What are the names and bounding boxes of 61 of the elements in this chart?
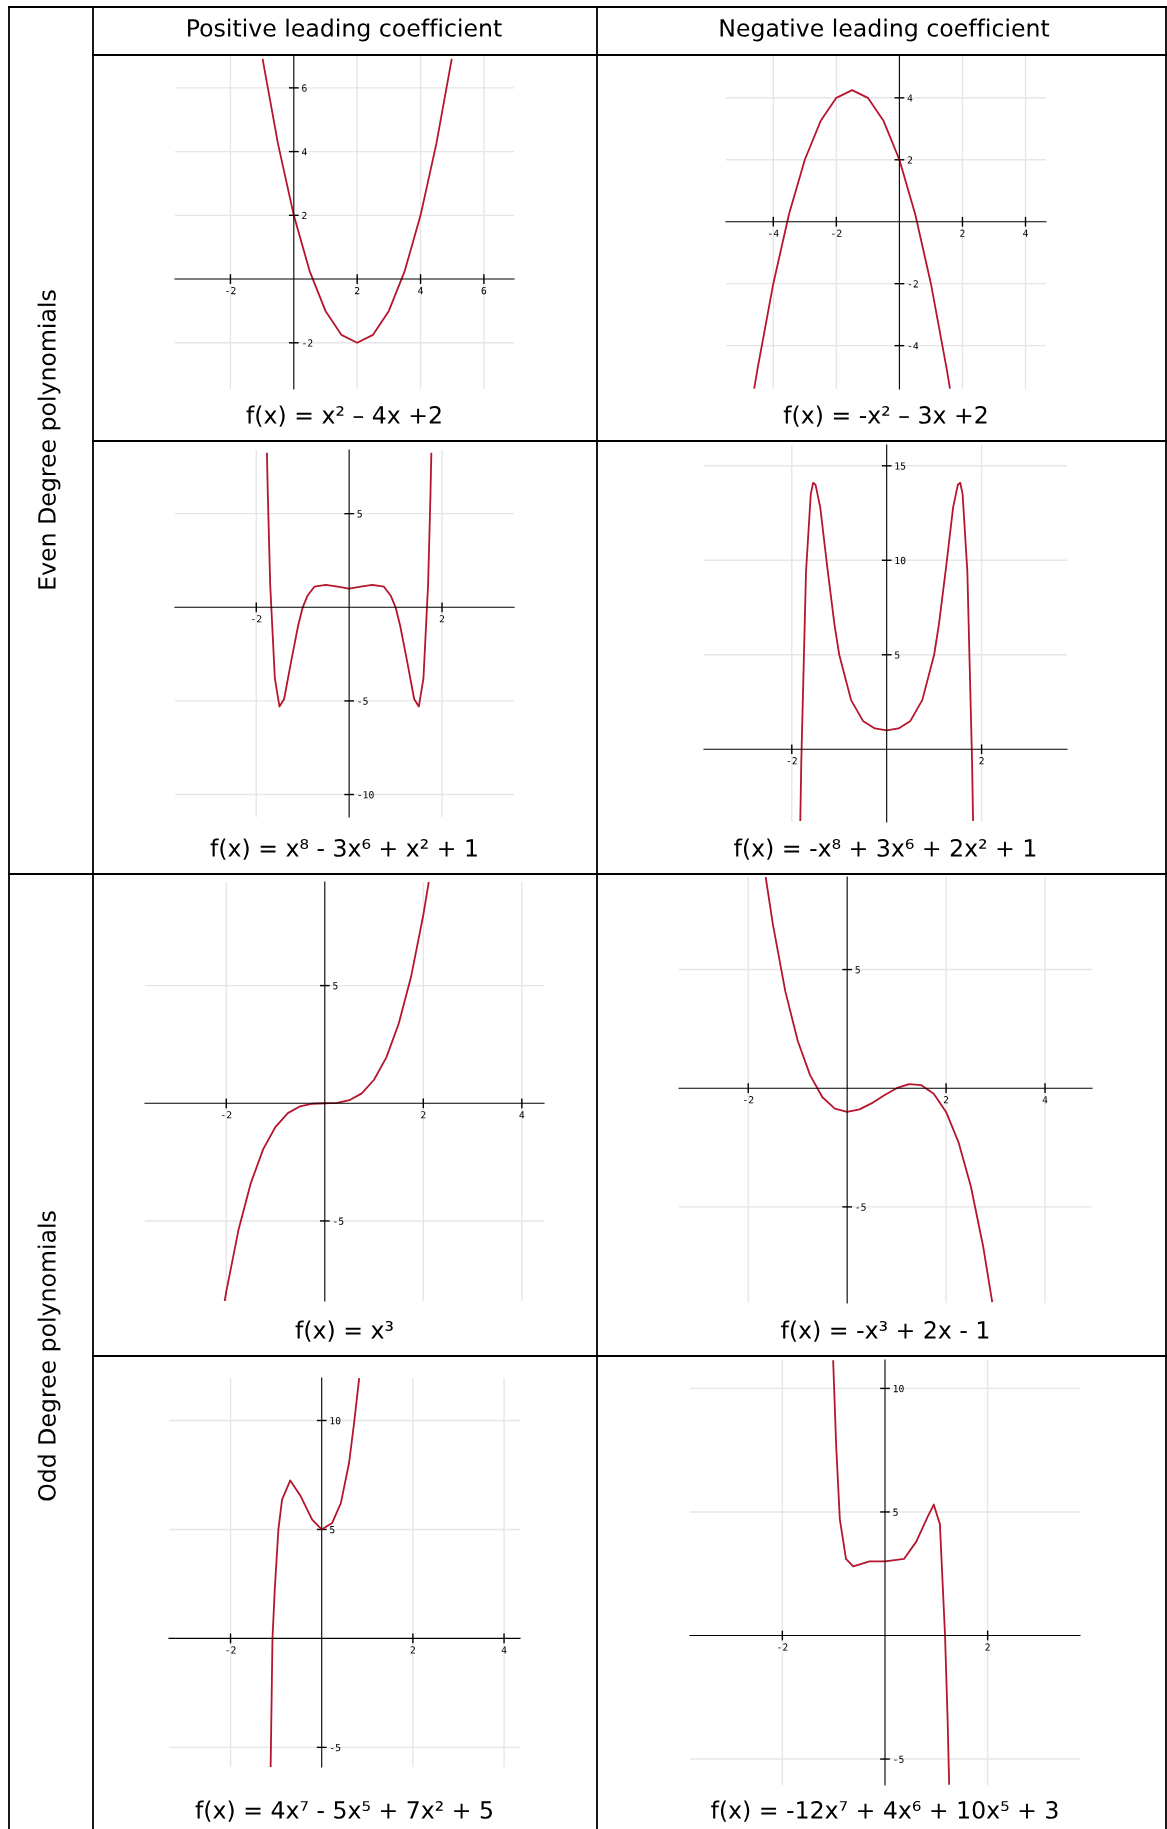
x-tick-label: -2 — [222, 1111, 232, 1119]
x-axis-title: f(x) = 4x⁷ - 5x⁵ + 7x² + 5 — [195, 1800, 492, 1822]
y-tick-label: 6 — [302, 84, 307, 92]
text: Negative leading coefficient — [720, 18, 1050, 42]
y-tick-label: 2 — [302, 211, 307, 220]
x-tick-label: 2 — [421, 1111, 426, 1119]
x-axis-title: f(x) = x³ — [295, 1320, 393, 1342]
y-tick-label: -5 — [856, 1203, 866, 1211]
y-tick-label: 15 — [895, 462, 906, 470]
x-tick-label: -2 — [778, 1643, 788, 1651]
y-tick-label: -2 — [303, 339, 313, 347]
x-tick-label: 2 — [410, 1646, 415, 1654]
x-tick-label: -2 — [832, 229, 842, 237]
y-tick-label: 10 — [330, 1417, 341, 1425]
line-series — [223, 882, 430, 1301]
y-tick-label: 5 — [855, 966, 860, 974]
y-tick-label: 5 — [893, 1508, 898, 1516]
y-tick-label: 5 — [330, 1526, 335, 1534]
text: Even Degree polynomials — [37, 290, 61, 589]
line-series — [799, 481, 974, 822]
x-tick-label: 4 — [1023, 229, 1028, 237]
x-tick-label: 4 — [418, 287, 423, 295]
y-tick-label: 5 — [333, 982, 338, 990]
y-tick-label: -10 — [358, 791, 374, 799]
line-series — [269, 1378, 360, 1767]
x-tick-label: -2 — [744, 1096, 754, 1104]
x-axis-title: f(x) = x² – 4x +2 — [246, 405, 441, 427]
x-tick-label: -2 — [226, 286, 236, 295]
text: Odd Degree polynomials — [37, 1211, 61, 1501]
y-tick-label: 5 — [357, 510, 362, 518]
x-tick-label: 6 — [481, 286, 487, 295]
line-series — [764, 877, 993, 1303]
x-tick-label: 2 — [943, 1096, 949, 1104]
y-tick-label: -5 — [331, 1744, 341, 1752]
x-tick-label: 4 — [1042, 1096, 1048, 1104]
line-series — [753, 89, 951, 389]
line-series — [832, 1360, 951, 1785]
x-axis-title: f(x) = -x³ + 2x - 1 — [781, 1320, 989, 1342]
y-tick-label: -2 — [908, 280, 918, 288]
y-tick-label: 2 — [907, 156, 913, 164]
y-tick-label: 5 — [895, 651, 900, 659]
y-tick-label: -5 — [358, 697, 368, 705]
x-axis-title: f(x) = x⁸ - 3x⁶ + x² + 1 — [210, 838, 477, 860]
y-tick-label: 10 — [895, 556, 906, 565]
x-tick-label: 4 — [519, 1111, 525, 1119]
x-axis-title: f(x) = -x⁸ + 3x⁶ + 2x² + 1 — [734, 838, 1036, 860]
text: Positive leading coefficient — [188, 18, 502, 42]
x-tick-label: 2 — [960, 229, 965, 237]
x-tick-label: 2 — [985, 1643, 990, 1651]
x-tick-label: 4 — [501, 1646, 507, 1654]
x-axis-title: f(x) = -x² – 3x +2 — [783, 405, 987, 427]
x-tick-label: -2 — [226, 1646, 236, 1654]
y-tick-label: -5 — [894, 1755, 904, 1763]
y-tick-label: 10 — [893, 1384, 904, 1393]
line-series — [266, 452, 433, 708]
y-tick-label: -5 — [334, 1217, 344, 1225]
y-tick-label: 4 — [301, 148, 307, 156]
y-tick-label: 4 — [907, 94, 913, 102]
x-axis-title: f(x) = -12x⁷ + 4x⁶ + 10x⁵ + 3 — [711, 1800, 1058, 1822]
y-tick-label: -4 — [908, 342, 919, 350]
x-tick-label: -4 — [769, 229, 779, 237]
